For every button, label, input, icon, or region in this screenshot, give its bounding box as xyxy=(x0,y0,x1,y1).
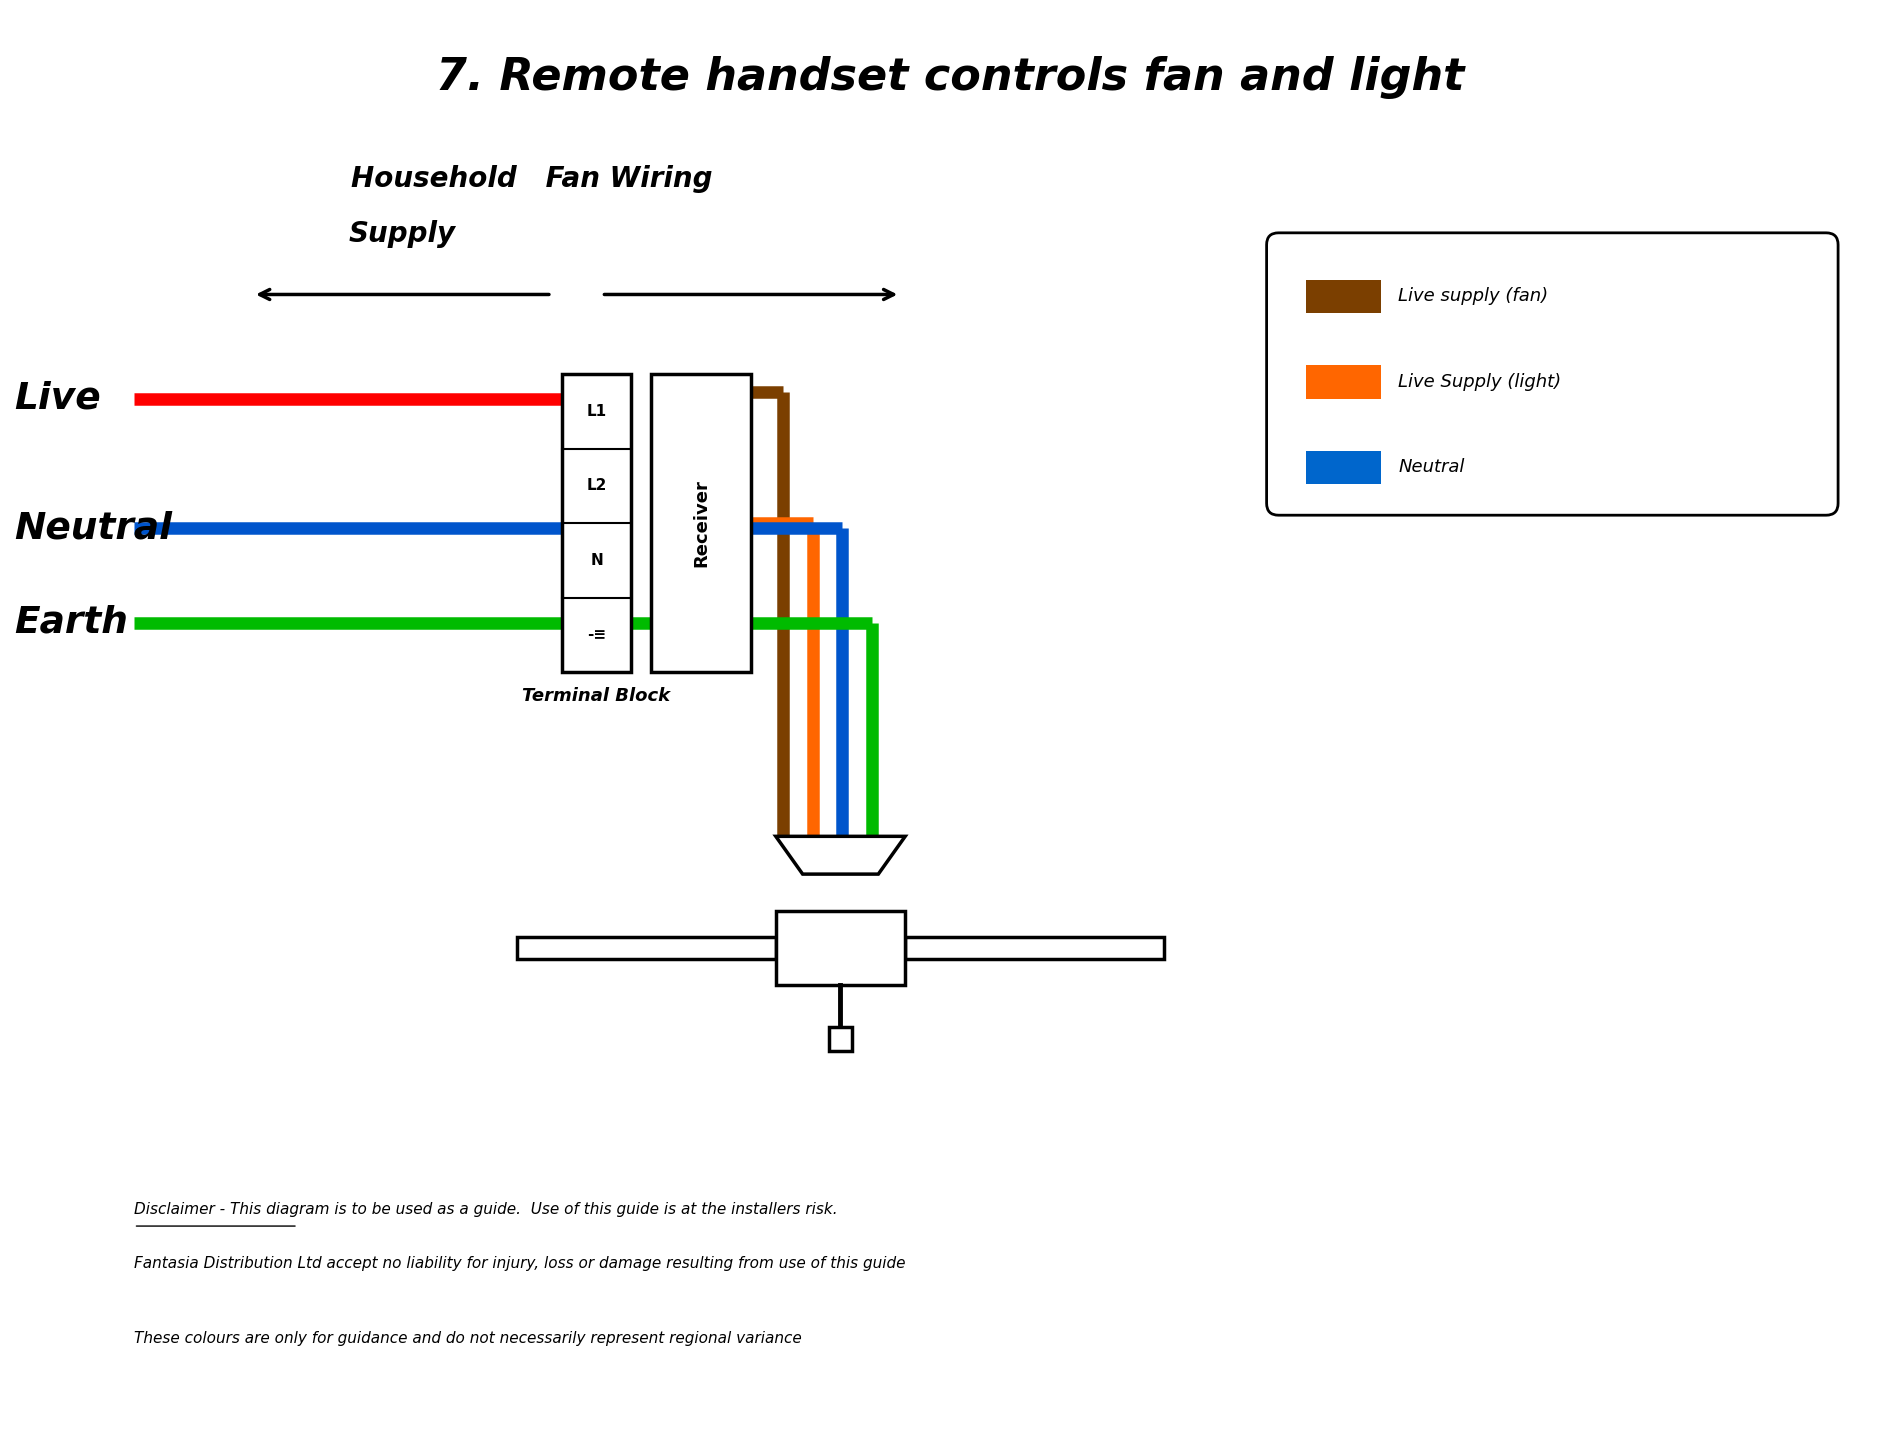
Bar xyxy=(517,937,775,959)
Text: Fantasia Distribution Ltd accept no liability for injury, loss or damage resulti: Fantasia Distribution Ltd accept no liab… xyxy=(133,1256,904,1272)
Text: N: N xyxy=(591,552,602,568)
Text: Live: Live xyxy=(13,381,101,417)
Text: Disclaimer - This diagram is to be used as a guide.  Use of this guide is at the: Disclaimer - This diagram is to be used … xyxy=(133,1201,838,1217)
Text: Receiver: Receiver xyxy=(692,479,711,567)
Bar xyxy=(562,373,631,672)
Text: 7. Remote handset controls fan and light: 7. Remote handset controls fan and light xyxy=(435,56,1465,99)
Bar xyxy=(1307,365,1381,399)
Text: Neutral: Neutral xyxy=(13,510,173,547)
Text: These colours are only for guidance and do not necessarily represent regional va: These colours are only for guidance and … xyxy=(133,1331,802,1345)
Text: L1: L1 xyxy=(587,404,606,418)
Bar xyxy=(1307,450,1381,485)
Text: L2: L2 xyxy=(587,479,606,493)
Text: -≡: -≡ xyxy=(587,627,606,643)
Text: Terminal Block: Terminal Block xyxy=(522,688,671,705)
Bar xyxy=(828,1027,853,1051)
FancyBboxPatch shape xyxy=(1267,232,1837,515)
Text: Live Supply (light): Live Supply (light) xyxy=(1398,373,1562,391)
Text: Household   Fan Wiring: Household Fan Wiring xyxy=(352,166,712,193)
Bar xyxy=(775,911,904,985)
Polygon shape xyxy=(775,836,904,874)
Text: Live supply (fan): Live supply (fan) xyxy=(1398,287,1548,306)
Text: Supply: Supply xyxy=(350,221,456,248)
Text: Neutral: Neutral xyxy=(1398,459,1465,476)
Text: Earth: Earth xyxy=(13,604,127,640)
Bar xyxy=(652,373,750,672)
Bar xyxy=(904,937,1165,959)
Bar xyxy=(1307,280,1381,313)
